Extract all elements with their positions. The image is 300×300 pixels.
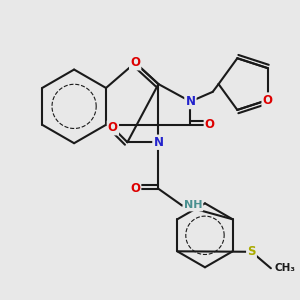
Text: CH₃: CH₃ [275, 263, 296, 273]
Text: O: O [130, 182, 140, 195]
Text: O: O [262, 94, 273, 106]
Text: O: O [205, 118, 215, 131]
Text: N: N [185, 95, 195, 108]
Text: N: N [153, 136, 164, 149]
Text: NH: NH [184, 200, 202, 210]
Text: O: O [108, 121, 118, 134]
Text: O: O [130, 56, 140, 69]
Text: S: S [247, 245, 256, 258]
